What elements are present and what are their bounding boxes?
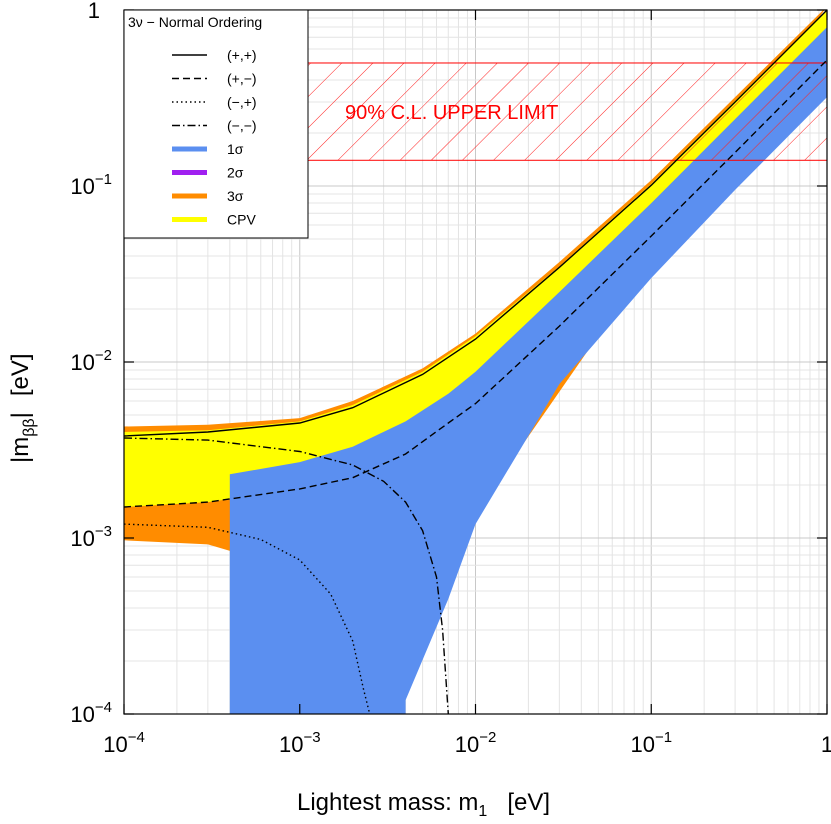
x-tick-label: 10−1 [630,729,672,757]
x-axis-title: Lightest mass: m1 [eV] [297,789,550,820]
series-curve-dashdot [124,437,449,714]
band-1σ [229,27,827,714]
y-tick-label: 10−2 [70,347,112,375]
legend-box [123,9,309,239]
legend-label: CPV [227,212,256,228]
y-axis-title: |mββ|[eV] [7,353,38,463]
y-tick-label: 10−3 [70,523,112,551]
upper-limit-hatch [307,62,827,161]
y-tick-label: 10−4 [70,699,112,727]
legend-label: (−,−) [227,118,257,134]
upper-limit-label: 90% C.L. UPPER LIMIT [345,102,558,124]
series-curve-dashed [124,59,827,508]
x-tick-label: 1 [821,732,831,757]
axis-ticks: 10−4 10−3 10−2 10−1 1 10−4 10−3 10−2 10−1 1 [70,0,831,757]
y-tick-label: 1 [88,0,100,23]
series-curve-solid [124,10,827,437]
legend-label: 2σ [227,165,244,181]
x-tick-label: 10−3 [279,729,321,757]
legend-title: 3ν − Normal Ordering [128,14,262,30]
legend-label: (+,+) [227,47,257,63]
legend-label: (+,−) [227,71,257,87]
series-curves [124,10,827,714]
legend-label: 3σ [227,188,244,204]
x-tick-label: 10−4 [103,729,145,757]
legend-label: 1σ [227,141,244,157]
series-curve-dotted [124,523,371,714]
x-tick-label: 10−2 [455,729,497,757]
upper-limit-region [307,62,827,161]
legend: 3ν − Normal Ordering (+,+) (+,−) (−,+) (−,−… [123,9,309,239]
y-tick-label: 10−1 [70,171,112,199]
confidence-bands [124,10,827,714]
legend-label: (−,+) [227,94,257,110]
